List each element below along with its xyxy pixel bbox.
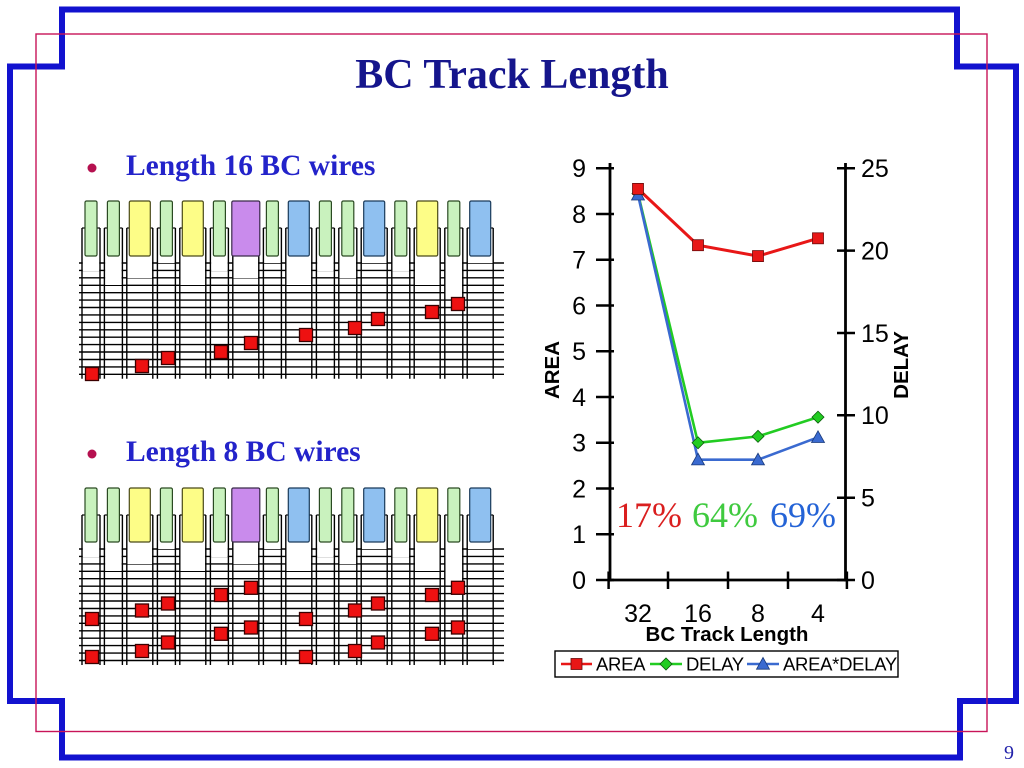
svg-text:2: 2 [572, 475, 586, 503]
svg-text:BC Track Length: BC Track Length [646, 623, 809, 646]
svg-text:5: 5 [572, 338, 586, 366]
svg-text:BC Track Length: BC Track Length [355, 52, 668, 98]
svg-text:25: 25 [861, 155, 889, 183]
svg-text:20: 20 [861, 237, 889, 265]
svg-text:AREA: AREA [541, 341, 564, 399]
svg-text:AREA*DELAY: AREA*DELAY [783, 654, 897, 675]
svg-text:AREA: AREA [596, 654, 646, 675]
svg-text:1: 1 [572, 521, 586, 549]
svg-text:17%: 17% [616, 495, 682, 535]
svg-text:8: 8 [751, 600, 765, 628]
svg-text:3: 3 [572, 430, 586, 458]
svg-text:6: 6 [572, 292, 586, 320]
svg-text:10: 10 [861, 402, 889, 430]
svg-text:8: 8 [572, 201, 586, 229]
svg-text:32: 32 [624, 600, 652, 628]
svg-text:0: 0 [572, 567, 586, 595]
svg-text:DELAY: DELAY [890, 331, 913, 399]
svg-text:64%: 64% [692, 495, 758, 535]
svg-text:15: 15 [861, 320, 889, 348]
svg-text:Length 16 BC wires: Length 16 BC wires [126, 150, 375, 182]
svg-text:5: 5 [861, 485, 875, 513]
svg-text:4: 4 [811, 600, 825, 628]
svg-text:0: 0 [861, 567, 875, 595]
svg-text:4: 4 [572, 384, 586, 412]
svg-text:7: 7 [572, 247, 586, 275]
svg-text:69%: 69% [770, 495, 836, 535]
svg-text:9: 9 [572, 155, 586, 183]
svg-text:DELAY: DELAY [686, 654, 744, 675]
svg-text:9: 9 [1004, 742, 1014, 764]
svg-text:16: 16 [684, 600, 712, 628]
svg-text:Length 8 BC wires: Length 8 BC wires [126, 436, 361, 468]
